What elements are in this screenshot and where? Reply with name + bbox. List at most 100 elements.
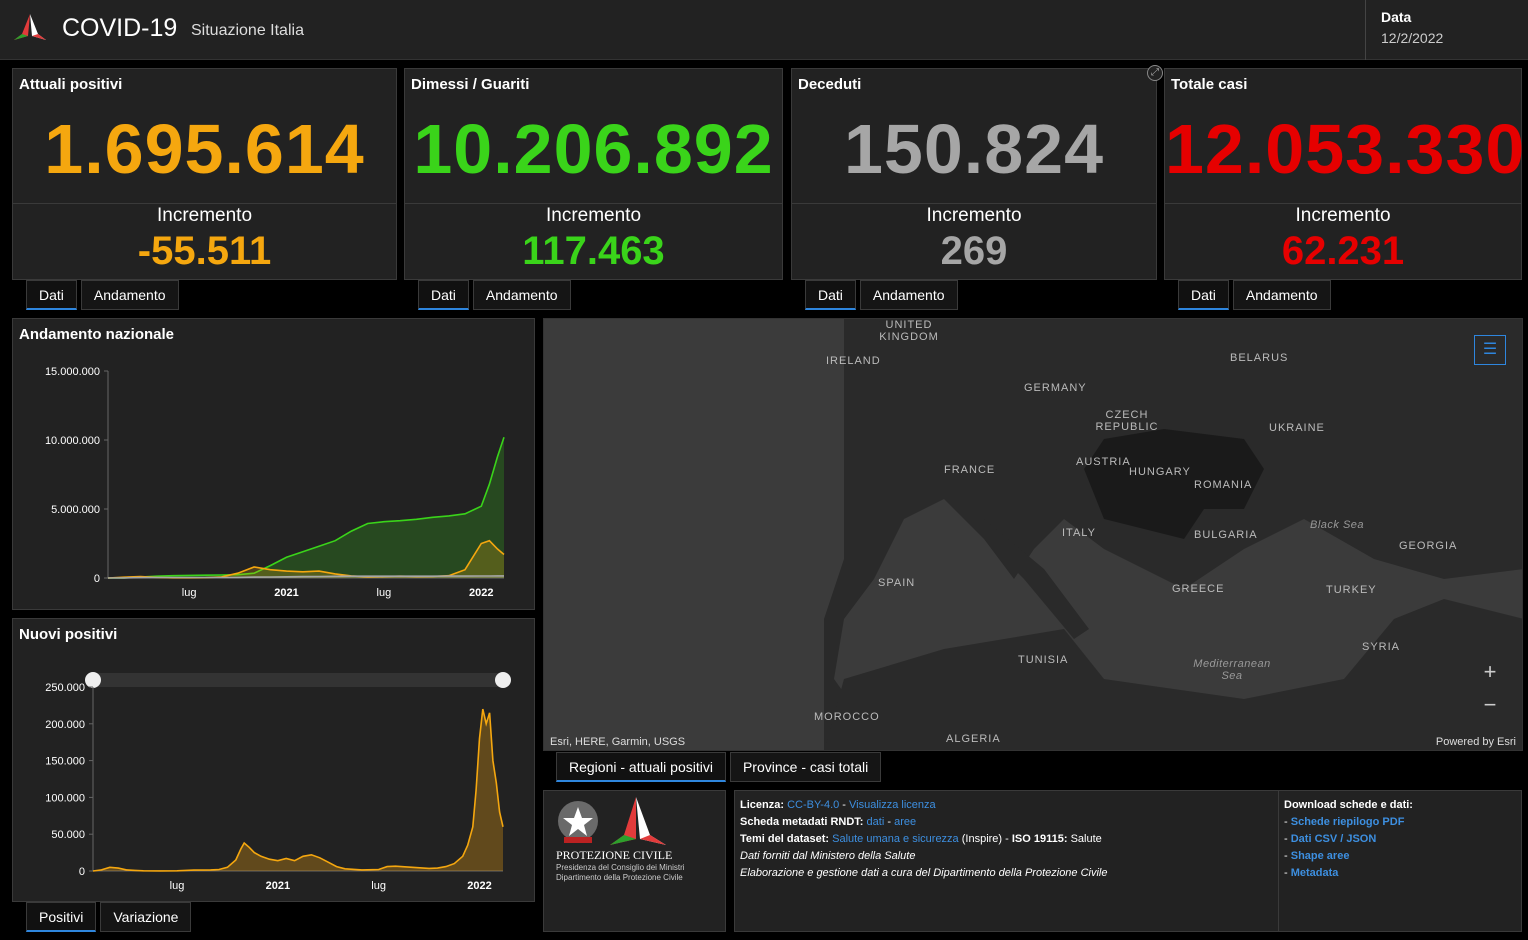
iso-value: Salute — [1067, 833, 1102, 845]
x-tick-label: lug — [377, 587, 392, 599]
download-metadata-link[interactable]: Metadata — [1290, 867, 1339, 879]
tab-positivi[interactable]: Positivi — [26, 902, 97, 932]
map-label: MOROCCO — [814, 711, 880, 723]
stat-card-1: Dimessi / Guariti 10.206.892 Incremento … — [404, 68, 783, 280]
series-area — [108, 437, 504, 578]
tab-regioni[interactable]: Regioni - attuali positivi — [556, 752, 726, 782]
area-line — [92, 708, 504, 872]
download-title: Download schede e dati: — [1284, 799, 1413, 811]
map-label: TURKEY — [1326, 584, 1377, 596]
legend-list-icon[interactable]: ☰ — [1474, 335, 1506, 365]
map-label: TUNISIA — [1018, 654, 1069, 666]
series-area — [108, 540, 504, 578]
download-shape-link[interactable]: Shape aree — [1290, 850, 1350, 862]
fonte-text: Dati forniti dal Ministero della Salute — [740, 850, 916, 862]
card-title: Totale casi — [1171, 76, 1248, 93]
info-panel: Licenza: CC-BY-4.0 - Visualizza licenza … — [734, 790, 1522, 932]
card-value: 1.695.614 — [44, 110, 365, 188]
map-label: UNITED KINGDOM — [879, 319, 939, 343]
increment-value: 117.463 — [522, 229, 665, 273]
map[interactable]: UNITED KINGDOM IRELAND BELARUS GERMANY CZECH… — [543, 318, 1523, 751]
date-box: Data 12/2/2022 — [1365, 0, 1528, 60]
sep: - — [839, 799, 850, 811]
visualizza-licenza-link[interactable]: Visualizza licenza — [849, 799, 936, 811]
card-title: Attuali positivi — [19, 76, 123, 93]
y-tick-label: 0 — [79, 866, 85, 878]
tab-dati[interactable]: Dati — [805, 280, 856, 310]
y-tick-label: 0 — [94, 573, 100, 585]
map-attribution[interactable]: Esri, HERE, Garmin, USGS — [550, 736, 686, 748]
y-tick-label: 10.000.000 — [45, 435, 100, 447]
andamento-chart[interactable]: 15.000.000 10.000.000 5.000.000 0 lug 2021 lug… — [13, 319, 536, 611]
map-label: GREECE — [1172, 583, 1225, 595]
rndt-aree-link[interactable]: aree — [894, 816, 917, 828]
inspire-text: (Inspire) - — [958, 833, 1012, 845]
tab-dati[interactable]: Dati — [418, 280, 469, 310]
stat-card-3: Totale casi 12.053.330 Incremento 62.231 — [1164, 68, 1524, 280]
card-title: Dimessi / Guariti — [411, 76, 530, 93]
tab-andamento[interactable]: Andamento — [80, 280, 179, 310]
x-tick-label: lug — [182, 587, 197, 599]
y-tick-label: 50.000 — [51, 829, 85, 841]
map-land — [824, 319, 1522, 750]
map-label: ITALY — [1062, 527, 1096, 539]
tab-andamento[interactable]: Andamento — [472, 280, 571, 310]
y-tick-label: 150.000 — [45, 756, 85, 768]
licenza-label: Licenza: — [740, 799, 785, 811]
temi-link[interactable]: Salute umana e sicurezza — [832, 833, 959, 845]
logo-line2: Dipartimento della Protezione Civile — [556, 873, 683, 882]
map-label: GERMANY — [1024, 382, 1087, 394]
rndt-label: Scheda metadati RNDT: — [740, 816, 864, 828]
tab-province[interactable]: Province - casi totali — [729, 752, 882, 782]
map-label: CZECH REPUBLIC — [1095, 409, 1159, 433]
map-label: ALGERIA — [946, 733, 1001, 745]
range-slider-handle-left[interactable] — [85, 672, 101, 688]
range-slider-track — [93, 673, 503, 687]
map-label: ROMANIA — [1194, 479, 1253, 491]
range-slider-handle-right[interactable] — [495, 672, 511, 688]
x-tick-label: 2022 — [469, 587, 493, 599]
tab-andamento[interactable]: Andamento — [1232, 280, 1331, 310]
powered-by-esri[interactable]: Powered by Esri — [1435, 736, 1516, 748]
increment-value: 269 — [940, 229, 1008, 273]
zoom-in-button[interactable]: + — [1474, 657, 1506, 689]
elaborazione-text: Elaborazione e gestione dati a cura del … — [740, 867, 1108, 879]
tab-dati[interactable]: Dati — [1178, 280, 1229, 310]
tab-dati[interactable]: Dati — [26, 280, 77, 310]
map-label: IRELAND — [826, 355, 881, 367]
andamento-nazionale-panel: Andamento nazionale 15.000.000 10.000.000… — [12, 318, 535, 610]
map-label: Black Sea — [1309, 519, 1365, 531]
map-label: SPAIN — [878, 577, 916, 589]
increment-value: -55.511 — [137, 229, 272, 273]
y-tick-label: 5.000.000 — [51, 504, 100, 516]
area-fill — [93, 709, 503, 871]
download-csv-link[interactable]: Dati CSV / JSON — [1290, 833, 1377, 845]
zoom-out-button[interactable]: − — [1474, 690, 1506, 722]
app-title: COVID-19 — [62, 14, 178, 42]
x-tick-label: 2021 — [274, 587, 298, 599]
map-label: BELARUS — [1230, 352, 1289, 364]
map-label: Mediterranean Sea — [1193, 658, 1271, 682]
download-section: Download schede e dati: - Schede riepilo… — [1278, 791, 1418, 931]
rndt-dati-link[interactable]: dati — [866, 816, 885, 828]
tab-andamento[interactable]: Andamento — [859, 280, 958, 310]
date-label: Data — [1381, 9, 1412, 25]
map-label: GEORGIA — [1399, 540, 1458, 552]
download-pdf-link[interactable]: Schede riepilogo PDF — [1290, 816, 1405, 828]
series-line — [107, 575, 504, 579]
protezione-civile-logo-icon — [14, 14, 46, 40]
map-label: UKRAINE — [1269, 422, 1325, 434]
increment-label: Incremento — [926, 205, 1022, 226]
logo-name: PROTEZIONE CIVILE — [556, 848, 673, 862]
expand-icon[interactable]: ⤢ — [1147, 65, 1163, 81]
licenza-link[interactable]: CC-BY-4.0 — [787, 799, 840, 811]
increment-label: Incremento — [1295, 205, 1391, 226]
map-label: FRANCE — [944, 464, 996, 476]
logo-line1: Presidenza del Consiglio dei Ministri — [556, 863, 685, 872]
iso-label: ISO 19115: — [1011, 833, 1068, 845]
stat-card-0: Attuali positivi 1.695.614 Incremento -5… — [12, 68, 397, 280]
nuovi-positivi-chart[interactable]: 250.000 200.000 150.000 100.000 50.000 0 lug 20… — [13, 619, 536, 903]
y-tick-label: 15.000.000 — [45, 366, 100, 378]
x-tick-label: 2021 — [266, 880, 290, 892]
tab-variazione[interactable]: Variazione — [100, 902, 192, 932]
